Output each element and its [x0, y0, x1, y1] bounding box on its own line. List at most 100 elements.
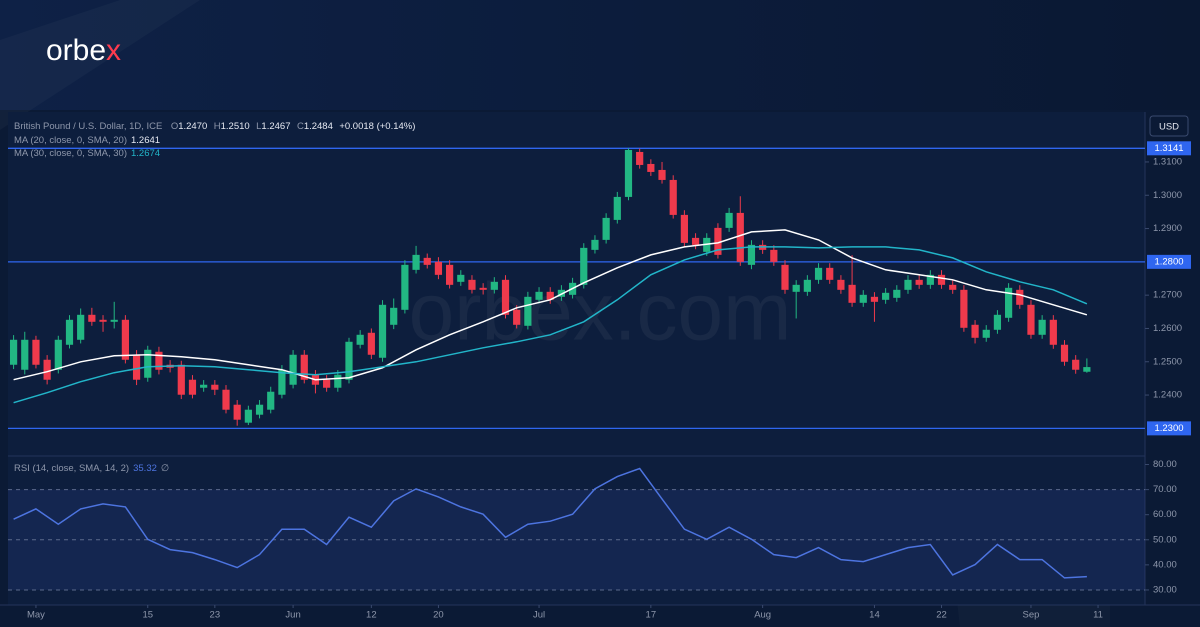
legend: RSI (14, close, SMA, 14, 2) 35.32 ∅	[14, 463, 169, 474]
logo-accent: x	[106, 34, 121, 67]
currency-button[interactable]	[1149, 115, 1189, 137]
candle-body	[501, 279, 510, 315]
ohlc-key: H	[214, 121, 221, 132]
x-tick-label: 20	[433, 610, 444, 621]
candle-body	[144, 349, 152, 378]
rsi-name: RSI (14, close, SMA, 14, 2)	[14, 463, 129, 474]
x-tick-label: Jun	[285, 610, 300, 621]
candle-body	[468, 279, 476, 290]
x-tick-label: Jul	[533, 610, 545, 621]
candle-body	[636, 151, 644, 165]
y-tick-label: 1.2600	[1153, 323, 1182, 334]
x-tick-label: Aug	[754, 610, 771, 621]
candle-body	[669, 179, 677, 215]
x-tick-label: 11	[1093, 610, 1103, 621]
x-tick-label: 22	[936, 610, 947, 621]
x-tick-label: May	[27, 610, 45, 621]
x-tick-label: 15	[142, 610, 153, 621]
x-tick-label: Sep	[1023, 610, 1040, 621]
candle-body	[412, 254, 420, 270]
candle-body	[200, 384, 208, 388]
candle-body	[725, 212, 733, 228]
legend: British Pound / U.S. Dollar, 1D, ICE O1.…	[14, 117, 415, 134]
candle-body	[43, 359, 51, 380]
candle-body	[289, 354, 297, 385]
candle-body	[837, 279, 845, 290]
candle-body	[747, 244, 756, 265]
ohlc-key: O	[171, 121, 178, 132]
y-tick-label: 30.00	[1153, 584, 1177, 595]
candle-body	[591, 239, 599, 250]
candle-body	[937, 274, 946, 285]
level-box	[1147, 421, 1191, 436]
candle-body	[479, 287, 487, 290]
y-tick-label: 50.00	[1153, 534, 1177, 545]
candle-body	[736, 212, 744, 262]
level-box	[1147, 141, 1191, 156]
candle-body	[77, 314, 85, 340]
candle-body	[155, 351, 163, 370]
x-tick-label: 14	[869, 610, 880, 621]
candle-body	[926, 274, 934, 285]
candle-body	[390, 307, 398, 325]
candle-body	[691, 237, 700, 245]
candle-body	[535, 291, 543, 300]
candle-body	[982, 329, 990, 338]
candle-body	[188, 379, 197, 395]
y-tick-label: 1.2500	[1153, 356, 1182, 367]
candle-body	[893, 289, 901, 298]
y-tick-label: 1.2700	[1153, 290, 1182, 301]
y-tick-label: 1.2400	[1153, 390, 1182, 401]
currency-label[interactable]: USD	[1159, 122, 1179, 133]
candle-body	[524, 296, 532, 326]
y-tick-label: 80.00	[1153, 459, 1177, 470]
level-label: 1.2300	[1154, 423, 1183, 434]
candle-body	[1083, 367, 1091, 372]
candle-body	[490, 281, 498, 290]
candle-body	[993, 314, 1002, 330]
ohlc-value: 1.2470	[178, 121, 207, 132]
candle-body	[300, 354, 308, 380]
candle-body	[915, 279, 923, 285]
candle-body	[457, 274, 465, 282]
y-tick-label: 40.00	[1153, 559, 1177, 570]
x-tick-label: 12	[366, 610, 377, 621]
candle-body	[267, 391, 275, 410]
level-box	[1147, 254, 1191, 269]
candle-body	[132, 354, 141, 380]
candle-body	[401, 264, 409, 310]
candle-body	[580, 247, 588, 285]
ohlc-key: L	[256, 121, 261, 132]
x-tick-label: 17	[646, 610, 657, 621]
candle-body	[32, 339, 40, 365]
marks: 1.3100 1.3000 1.2900 1.2700 1.2600 1.2500 1.24…	[8, 141, 1191, 621]
ma-value: 1.2641	[131, 135, 160, 146]
logo: orbex	[46, 34, 121, 67]
ma-name: MA (20, close, 0, SMA, 20)	[14, 135, 127, 146]
ma-value: 1.2674	[131, 148, 160, 159]
candle-body	[345, 341, 353, 380]
candle-body	[1072, 359, 1080, 370]
candle-body	[602, 217, 610, 240]
ma-name: MA (30, close, 0, SMA, 30)	[14, 148, 127, 159]
legend: MA (30, close, 0, SMA, 30) 1.2674	[14, 148, 160, 159]
candle-body	[624, 149, 633, 197]
candle-body	[211, 384, 219, 390]
candle-body	[446, 264, 454, 285]
candle-body	[255, 404, 264, 415]
watermark: orbex.com	[409, 267, 792, 358]
level-label: 1.2800	[1154, 256, 1183, 267]
candle-body	[658, 169, 666, 180]
candle-body	[613, 196, 621, 220]
legend: MA (20, close, 0, SMA, 20) 1.2641	[14, 135, 160, 146]
candle-body	[1016, 289, 1024, 305]
candle-body	[859, 294, 867, 303]
candle-body	[546, 291, 554, 300]
candle-body	[826, 267, 834, 280]
candle-body	[233, 404, 241, 420]
candle-body	[65, 319, 74, 345]
y-tick-label: 70.00	[1153, 484, 1177, 495]
candle-body	[21, 339, 29, 370]
candle-body	[848, 284, 856, 303]
